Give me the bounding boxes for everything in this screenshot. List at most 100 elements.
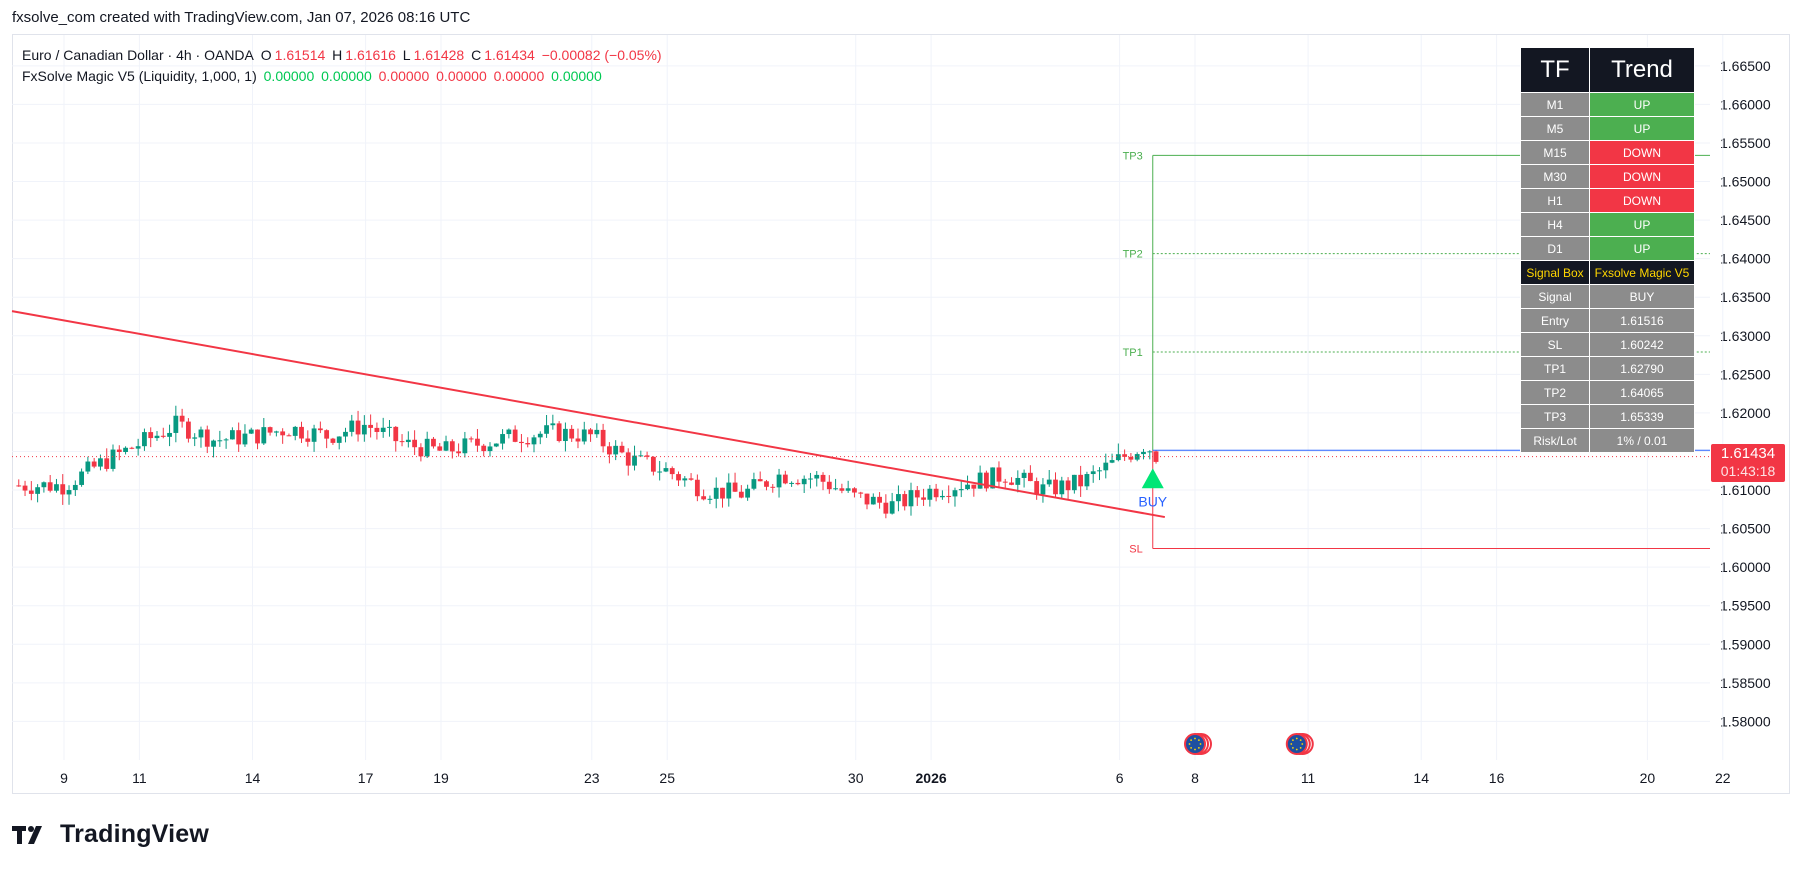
candle [104,458,110,469]
y-tick-label: 1.66500 [1720,58,1771,74]
candle [1027,472,1033,482]
candle [72,484,78,491]
x-tick-label: 22 [1715,770,1731,786]
candle [801,478,807,485]
candle [261,427,267,444]
signal-label: SL [1520,332,1590,357]
candle [393,426,399,442]
x-tick-label: 17 [358,770,374,786]
eu-flag-icon [1285,733,1308,755]
candle [713,487,719,499]
buy-label: BUY [1138,493,1167,509]
candle [726,482,732,499]
candle [487,446,493,452]
candle [588,429,593,435]
candle [889,501,895,514]
trend-header-tf: TF [1520,47,1590,93]
close-label: C [471,47,482,63]
indicator-title[interactable]: FxSolve Magic V5 (Liquidity, 1,000, 1) [22,68,257,84]
y-tick-label: 1.59500 [1720,598,1771,614]
eu-star-icon [1199,743,1202,745]
candle [581,429,587,442]
y-tick-label: 1.60000 [1720,559,1771,575]
candle [135,446,141,449]
candle [833,488,838,490]
eu-star-icon [1295,737,1298,740]
candle [877,496,882,503]
candle [475,438,480,446]
symbol-title[interactable]: Euro / Canadian Dollar · 4h · OANDA [22,47,254,63]
candle [418,447,424,457]
candle [619,445,625,453]
candle [764,481,769,487]
candle [1090,471,1096,475]
candle [443,441,449,451]
indicator-value: 0.00000 [551,68,602,84]
candle [28,490,34,494]
candle [16,485,22,487]
candle [41,482,47,488]
trend-cell: DOWN [1589,164,1695,189]
eu-star-icon [1301,743,1304,745]
candle [179,415,185,422]
trend-cell: UP [1589,116,1695,141]
candle [91,461,97,467]
candle [449,441,455,452]
candle [575,438,581,442]
low-label: L [402,47,411,63]
candle [267,427,273,433]
candle [424,438,430,457]
indicator-value: 0.00000 [378,68,430,84]
signal-value: 1.62790 [1589,356,1695,381]
candle [1059,480,1065,495]
candle [123,447,128,452]
candle [343,431,348,437]
candle [933,488,939,498]
candle [324,430,330,439]
low-value: 1.61428 [413,47,465,63]
tradingview-logo[interactable]: TradingView [12,820,209,849]
eu-star-icon [1299,746,1302,749]
candle [858,492,864,494]
trend-cell: DOWN [1589,140,1695,165]
candle [606,446,612,455]
candle [738,491,744,498]
candle [682,478,688,481]
tp2-label: TP2 [1123,249,1143,261]
candle [242,433,248,445]
signal-label: Entry [1520,308,1590,333]
candle [770,486,776,488]
signal-label: Signal [1520,284,1590,309]
candle [990,467,996,489]
eu-star-icon [1295,748,1298,751]
candle [399,441,405,443]
last-price: 1.61434 [1720,445,1776,462]
candle [537,433,543,438]
signal-value: 1% / 0.01 [1589,428,1695,453]
candle [663,468,669,472]
tf-cell: M5 [1520,116,1590,141]
candle [720,487,725,499]
candle [1128,456,1134,460]
y-tick-label: 1.65500 [1720,135,1771,151]
candle [732,482,738,492]
candle [1009,482,1014,485]
eu-star-icon [1188,743,1191,745]
chart-frame[interactable] [12,34,1790,794]
candle [330,438,336,443]
eu-star-icon [1299,739,1302,742]
indicator-value: 0.00000 [321,68,372,84]
candle [387,426,392,428]
candle [864,493,870,505]
tf-cell: H1 [1520,188,1590,213]
signal-value: 1.61516 [1589,308,1695,333]
candle [870,496,876,505]
candle [273,431,279,433]
candle [47,482,53,491]
candle [1065,480,1071,491]
candle [481,445,487,452]
candle [1002,481,1008,483]
indicator-value: 0.00000 [436,68,487,84]
candle [236,430,242,445]
